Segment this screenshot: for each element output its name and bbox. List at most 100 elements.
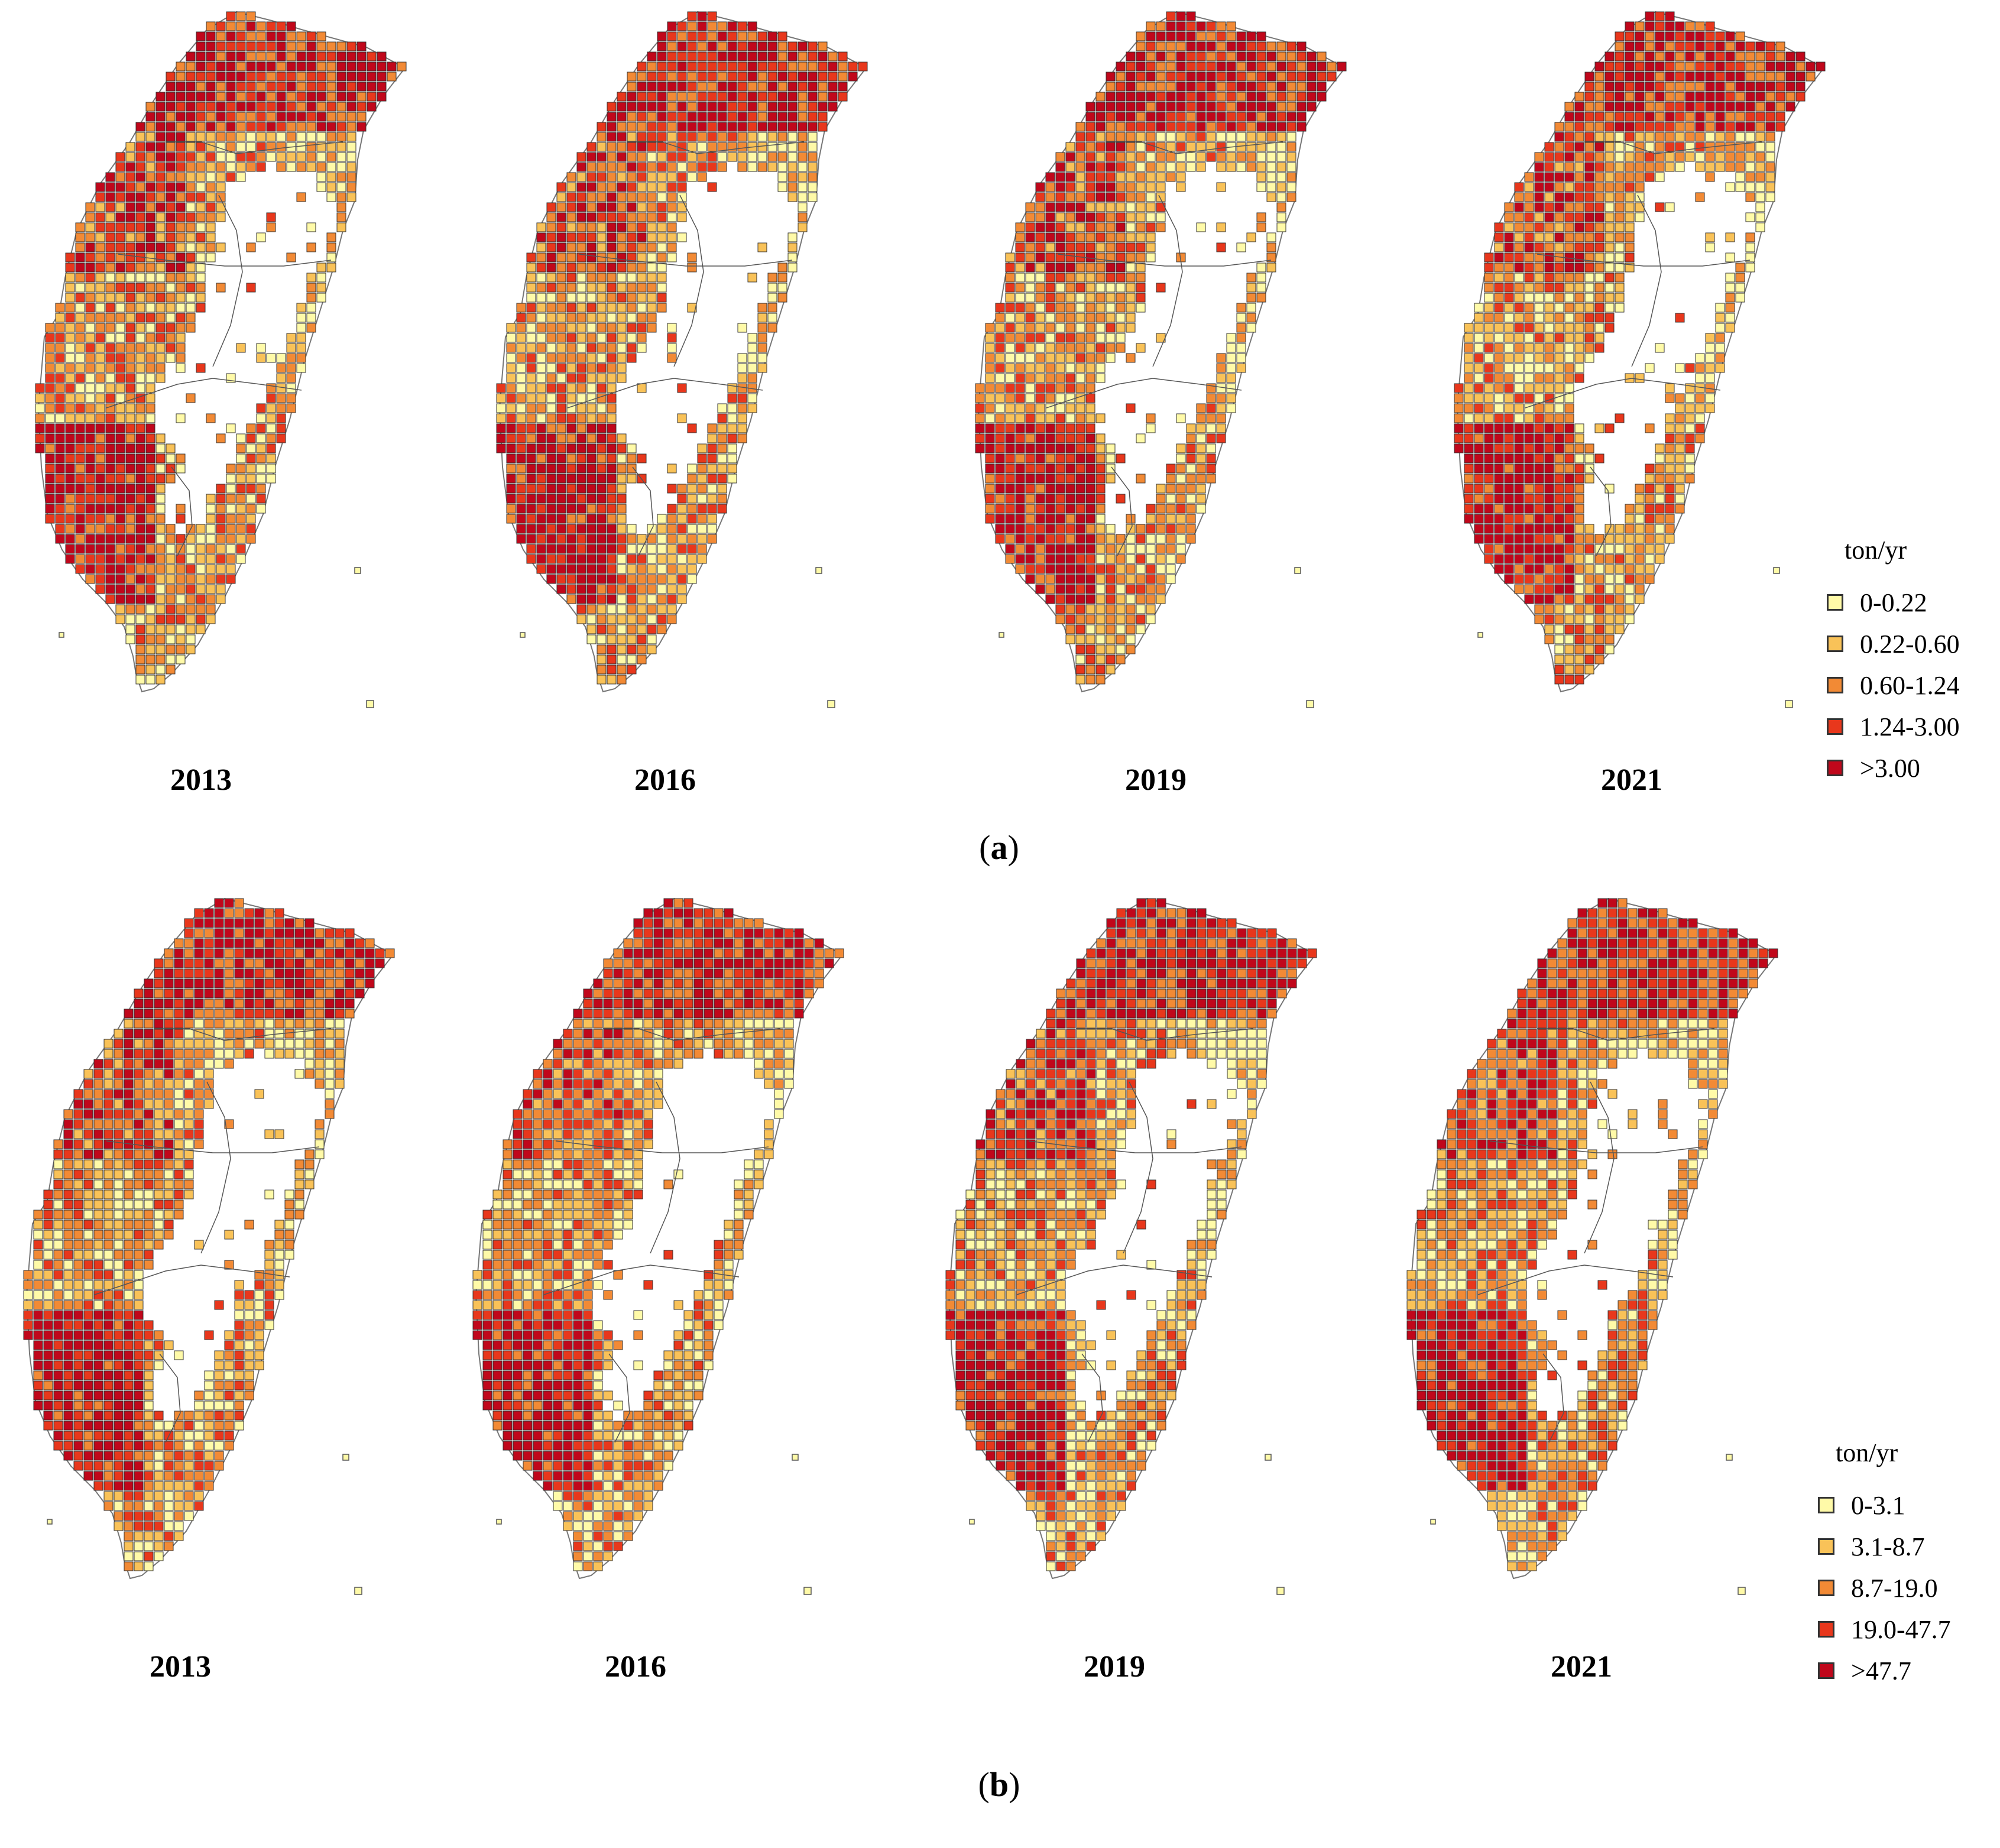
map-b-2013: [23, 897, 395, 1595]
boundary-line: [1046, 378, 1242, 408]
boundary-line: [1542, 1353, 1564, 1443]
boundary-line: [1152, 194, 1183, 367]
boundary-line: [106, 378, 302, 408]
offshore-island: [792, 1454, 799, 1461]
boundary-line: [608, 1353, 630, 1443]
emission-grid: [1406, 898, 1778, 1571]
legend-b-class-5: >47.7: [1851, 1656, 1911, 1685]
legend-a-row: 1.24-3.00: [1827, 706, 1960, 747]
legend-swatch: [1818, 1497, 1834, 1513]
legend-swatch: [1818, 1580, 1834, 1596]
legend-b-title: ton/yr: [1836, 1438, 1898, 1467]
legend-a-row: >3.00: [1827, 747, 1960, 789]
legend-a-row: 0.22-0.60: [1827, 623, 1960, 664]
offshore-island: [1276, 1587, 1285, 1595]
legend-swatch: [1827, 636, 1843, 652]
offshore-island: [1738, 1587, 1746, 1595]
year-label-b-2019: 2019: [1084, 1650, 1145, 1684]
boundary-line: [1590, 466, 1612, 556]
legend-swatch: [1818, 1538, 1834, 1555]
boundary-line: [1076, 1028, 1254, 1041]
offshore-island: [815, 567, 822, 574]
boundary-line: [555, 1140, 769, 1153]
legend-swatch: [1827, 760, 1843, 776]
legend-swatch: [1818, 1662, 1834, 1679]
boundary-line: [1028, 1140, 1242, 1153]
offshore-island: [1430, 1519, 1436, 1525]
boundary-line: [166, 141, 343, 154]
map-a-2019: [975, 11, 1347, 708]
legend-b: ton/yr 0-3.1 3.1-8.7 8.7-19.0 19.0-47.7 …: [1818, 1438, 1951, 1691]
legend-a-row: 0.60-1.24: [1827, 664, 1960, 706]
offshore-island: [47, 1519, 53, 1525]
panel-label-b-open: (: [978, 1765, 990, 1804]
boundary-line: [106, 1140, 320, 1153]
legend-b-class-2: 3.1-8.7: [1851, 1532, 1925, 1561]
panel-label-b-letter: b: [989, 1765, 1009, 1804]
emission-grid: [945, 898, 1317, 1571]
boundary-line: [159, 1353, 181, 1443]
panel-label-a-open: (: [979, 828, 991, 867]
offshore-island: [520, 632, 526, 638]
legend-a-title: ton/yr: [1845, 536, 1907, 565]
map-a-2016: [496, 11, 868, 708]
year-label-b-2013: 2013: [150, 1650, 211, 1684]
offshore-island: [827, 700, 835, 708]
boundary-line: [200, 1081, 231, 1254]
legend-a-class-1: 0-0.22: [1860, 588, 1927, 617]
year-label-b-2021: 2021: [1551, 1650, 1612, 1684]
boundary-line: [1111, 466, 1133, 556]
emission-grid: [1454, 11, 1826, 685]
panel-label-a: (a): [940, 828, 1058, 867]
legend-b-row: >47.7: [1818, 1650, 1951, 1691]
legend-b-row: 0-3.1: [1818, 1484, 1951, 1526]
map-b-2019: [945, 897, 1317, 1595]
boundary-line: [1584, 141, 1762, 154]
boundary-line: [1016, 1265, 1213, 1295]
emission-grid: [35, 11, 407, 685]
legend-swatch: [1827, 718, 1843, 735]
boundary-line: [1631, 194, 1662, 367]
legend-swatch: [1827, 594, 1843, 611]
boundary-line: [1106, 141, 1283, 154]
emission-grid: [496, 11, 868, 685]
boundary-line: [627, 141, 805, 154]
boundary-line: [154, 1028, 332, 1041]
boundary-line: [603, 1028, 781, 1041]
offshore-island: [803, 1587, 812, 1595]
offshore-island: [354, 1587, 362, 1595]
panel-label-b: (b): [940, 1765, 1058, 1804]
legend-b-row: 3.1-8.7: [1818, 1526, 1951, 1567]
boundary-line: [1537, 254, 1751, 267]
panel-label-a-close: ): [1007, 828, 1019, 867]
boundary-line: [579, 254, 793, 267]
offshore-island: [59, 632, 64, 638]
map-a-2021: [1454, 11, 1826, 708]
legend-a-class-3: 0.60-1.24: [1860, 670, 1960, 700]
boundary-line: [1081, 1353, 1103, 1443]
legend-a-class-2: 0.22-0.60: [1860, 629, 1960, 659]
offshore-island: [1773, 567, 1780, 574]
legend-swatch: [1827, 677, 1843, 693]
year-label-a-2021: 2021: [1601, 763, 1662, 797]
offshore-island: [366, 700, 374, 708]
boundary-line: [171, 466, 193, 556]
year-label-b-2016: 2016: [605, 1650, 666, 1684]
legend-b-class-4: 19.0-47.7: [1851, 1614, 1951, 1644]
boundary-line: [1477, 1265, 1674, 1295]
legend-b-class-3: 8.7-19.0: [1851, 1573, 1938, 1603]
offshore-island: [496, 1519, 502, 1525]
year-label-a-2016: 2016: [634, 763, 696, 797]
legend-b-row: 8.7-19.0: [1818, 1567, 1951, 1609]
boundary-line: [632, 466, 654, 556]
emission-grid: [23, 898, 395, 1571]
emission-grid: [975, 11, 1347, 685]
boundary-line: [1537, 1028, 1715, 1041]
legend-a-row: 0-0.22: [1827, 582, 1960, 623]
boundary-line: [543, 1265, 740, 1295]
offshore-island: [354, 567, 361, 574]
legend-a: ton/yr 0-0.22 0.22-0.60 0.60-1.24 1.24-3…: [1827, 535, 1960, 789]
boundary-line: [118, 254, 332, 267]
legend-b-class-1: 0-3.1: [1851, 1490, 1905, 1520]
